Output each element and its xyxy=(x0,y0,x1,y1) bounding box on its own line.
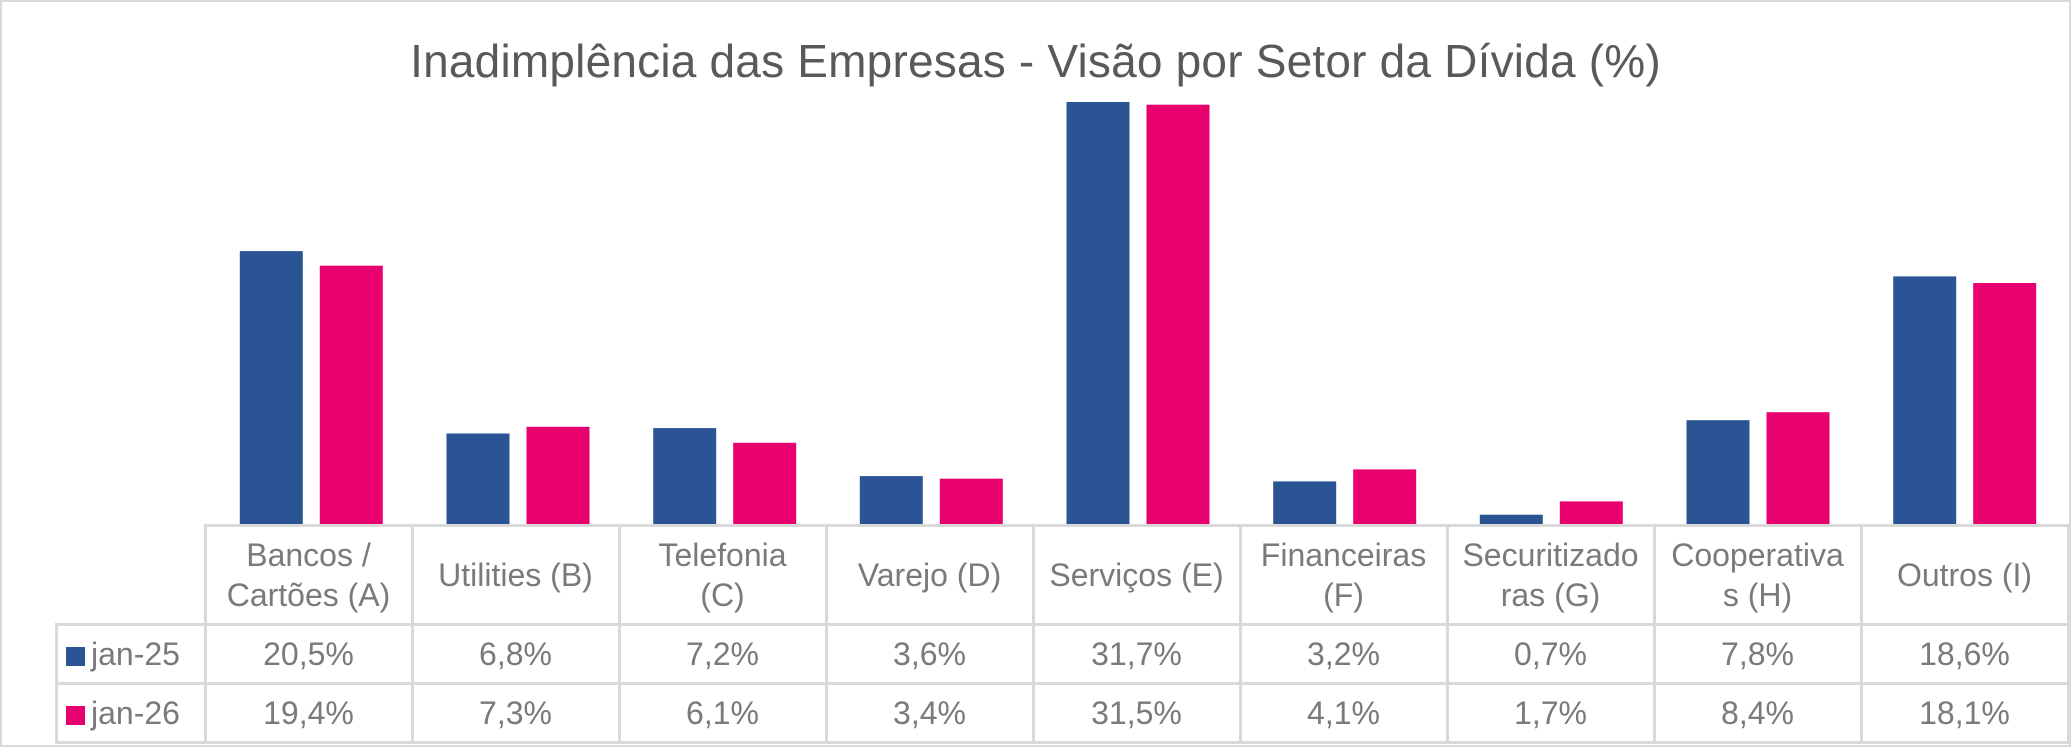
data-label: 3,6% xyxy=(824,623,1035,685)
category-label-line: Bancos / xyxy=(246,537,371,573)
category-label-line: (C) xyxy=(700,577,745,613)
bar-jan-26-8 xyxy=(1973,283,2037,524)
chart-title: Inadimplência das Empresas - Visão por S… xyxy=(410,35,1661,87)
bar-jan-25-3 xyxy=(859,476,923,524)
data-label: 19,4% xyxy=(203,682,414,744)
category-label-line: Outros (I) xyxy=(1896,557,2033,593)
data-label: 4,1% xyxy=(1238,682,1449,744)
data-label: 18,6% xyxy=(1859,623,2070,685)
legend-label: jan-26 xyxy=(91,695,180,731)
category-label: Varejo (D) xyxy=(824,524,1035,626)
bar-jan-26-1 xyxy=(526,426,590,524)
bar-jan-26-6 xyxy=(1559,501,1623,524)
category-label: Cooperativa s (H) xyxy=(1652,524,1863,626)
category-label: Securitizado ras (G) xyxy=(1445,524,1656,626)
bar-jan-25-0 xyxy=(239,251,303,524)
category-label: Outros (I) xyxy=(1859,524,2070,626)
legend-label: jan-25 xyxy=(91,636,180,672)
data-label: 6,8% xyxy=(410,623,621,685)
category-label-line: Cooperativa xyxy=(1671,537,1844,573)
category-label: Telefonia (C) xyxy=(617,524,828,626)
data-label: 8,4% xyxy=(1652,682,1863,744)
category-header-row: Bancos / Cartões (A) Utilities (B) Telefoni… xyxy=(56,524,2070,626)
bar-jan-25-7 xyxy=(1686,420,1750,524)
legend-entry: jan-26 xyxy=(55,682,207,744)
series-row-jan-25: jan-25 20,5% 6,8% 7,2% 3,6% 31,7% 3,2% 0,7% 7,8%… xyxy=(55,623,2070,685)
data-label: 6,1% xyxy=(617,682,828,744)
series-row-jan-26: jan-26 19,4% 7,3% 6,1% 3,4% 31,5% 4,1% 1,7% 8,4%… xyxy=(55,682,2070,744)
category-label: Utilities (B) xyxy=(410,524,621,626)
category-label: Financeiras (F) xyxy=(1238,524,1449,626)
data-label: 7,2% xyxy=(617,623,828,685)
category-label: Bancos / Cartões (A) xyxy=(203,524,414,626)
bar-jan-26-5 xyxy=(1353,469,1417,524)
data-label: 31,5% xyxy=(1031,682,1242,744)
bar-jan-25-4 xyxy=(1066,102,1130,524)
data-label: 20,5% xyxy=(203,623,414,685)
category-label-line: Serviços (E) xyxy=(1049,557,1224,593)
bar-jan-25-5 xyxy=(1273,481,1337,524)
data-table: Bancos / Cartões (A) Utilities (B) Telefoni… xyxy=(55,524,2070,744)
bar-jan-26-0 xyxy=(319,265,383,524)
data-label: 31,7% xyxy=(1031,623,1242,685)
data-label: 3,4% xyxy=(824,682,1035,744)
bar-jan-26-4 xyxy=(1146,104,1210,524)
category-label-line: s (H) xyxy=(1722,577,1793,613)
category-label-line: Financeiras xyxy=(1260,537,1427,573)
category-label-line: Telefonia xyxy=(658,537,787,573)
bar-jan-25-6 xyxy=(1479,514,1543,524)
bar-jan-25-1 xyxy=(446,433,510,524)
data-label: 7,3% xyxy=(410,682,621,744)
data-label: 7,8% xyxy=(1652,623,1863,685)
category-label: Serviços (E) xyxy=(1031,524,1242,626)
category-label-line: Cartões (A) xyxy=(226,577,391,613)
data-label: 0,7% xyxy=(1445,623,1656,685)
legend-swatch-icon xyxy=(66,706,85,725)
data-label: 18,1% xyxy=(1859,682,2070,744)
bar-jan-26-2 xyxy=(733,442,797,524)
bar-jan-25-2 xyxy=(653,428,717,524)
table-corner xyxy=(56,525,207,626)
category-label-line: Securitizado xyxy=(1462,537,1639,573)
bar-jan-26-3 xyxy=(939,478,1003,524)
data-label: 3,2% xyxy=(1238,623,1449,685)
data-label: 1,7% xyxy=(1445,682,1656,744)
category-label-line: Varejo (D) xyxy=(857,557,1002,593)
legend-entry: jan-25 xyxy=(55,623,207,685)
bar-jan-26-7 xyxy=(1766,412,1830,524)
legend-swatch-icon xyxy=(66,647,85,666)
category-label-line: (F) xyxy=(1323,577,1364,613)
category-label-line: Utilities (B) xyxy=(438,557,593,593)
bar-jan-25-8 xyxy=(1893,276,1957,524)
category-label-line: ras (G) xyxy=(1500,577,1601,613)
